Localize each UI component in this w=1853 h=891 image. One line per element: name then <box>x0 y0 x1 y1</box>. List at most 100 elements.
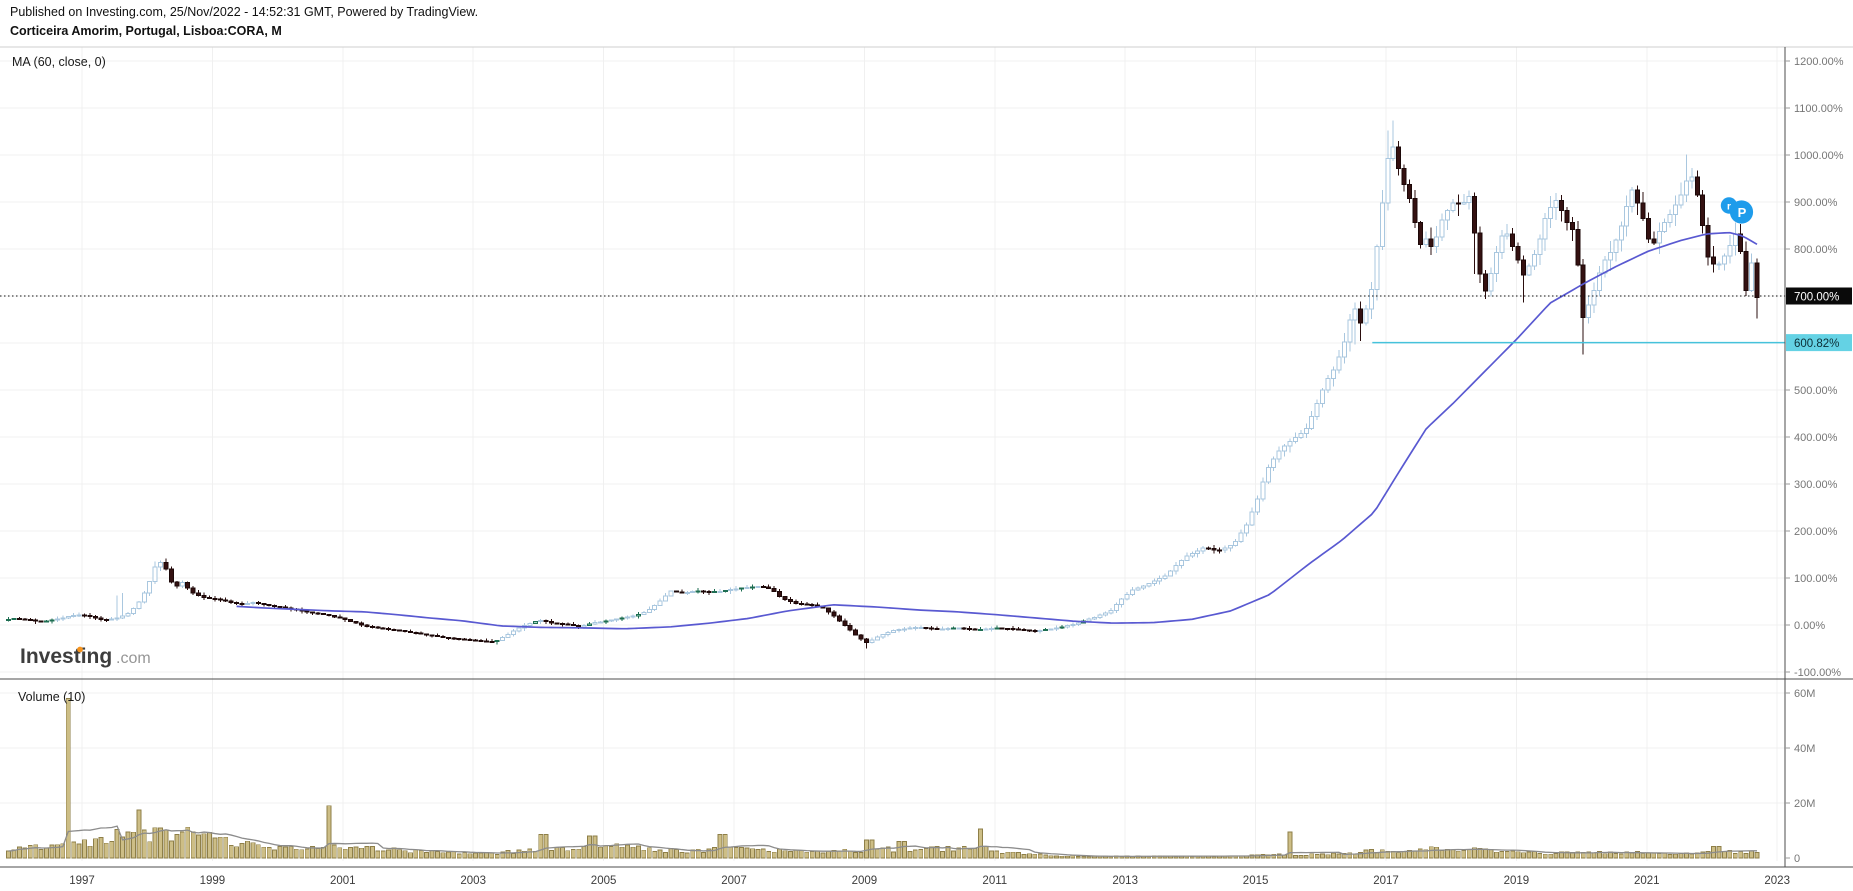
candle-body <box>1124 594 1130 600</box>
candle-body <box>1607 251 1613 261</box>
volume-bar <box>277 846 283 859</box>
volume-bar <box>326 805 332 859</box>
volume-bar <box>223 836 229 859</box>
candle-body <box>972 628 978 631</box>
candle-body <box>1130 589 1136 596</box>
candle-body <box>239 602 245 605</box>
volume-bar <box>429 850 435 859</box>
volume-ma-line <box>8 825 1758 858</box>
volume-bar <box>809 850 815 859</box>
candle-body <box>358 622 364 626</box>
candle-body <box>1092 616 1098 620</box>
volume-bar <box>364 846 370 859</box>
candle-body <box>1157 578 1163 582</box>
candle-body <box>1054 627 1060 630</box>
volume-bar <box>1445 848 1450 859</box>
candle-body <box>1548 206 1554 219</box>
volume-bar <box>1510 850 1516 859</box>
candle-body <box>1564 210 1570 223</box>
volume-bar <box>1401 851 1407 859</box>
candle-body <box>777 591 783 597</box>
candle-body <box>1624 206 1630 227</box>
volume-bar <box>55 844 60 859</box>
volume-tick-label: 0 <box>1794 853 1800 865</box>
candle-body <box>27 618 33 621</box>
candle-body <box>1716 263 1722 266</box>
price-tick-label: 1200.00% <box>1794 56 1844 68</box>
volume-bar <box>733 846 739 859</box>
candle-body <box>1401 167 1407 185</box>
volume-bar <box>1602 853 1608 859</box>
candle-body <box>1466 196 1472 204</box>
volume-bar <box>407 852 413 859</box>
year-label: 2019 <box>1504 875 1530 887</box>
candle-body <box>1629 189 1635 208</box>
candle-body <box>554 622 560 625</box>
price-tick-label: 0.00% <box>1794 620 1825 632</box>
candle-body <box>429 634 435 637</box>
candle-body <box>858 634 864 640</box>
volume-bar <box>1428 846 1434 859</box>
volume-bar <box>1309 853 1315 859</box>
volume-bar <box>179 831 185 859</box>
candle-body <box>375 626 381 629</box>
candle-body <box>1108 609 1114 614</box>
candle-body <box>603 620 609 623</box>
candle-body <box>1048 628 1054 631</box>
volume-bar <box>1379 849 1385 859</box>
candle-body <box>1254 498 1260 513</box>
volume-bar <box>804 851 810 859</box>
volume-bar <box>1553 853 1559 859</box>
candle-body <box>1526 265 1532 276</box>
volume-bar <box>755 849 761 859</box>
candle-body <box>1200 547 1206 552</box>
volume-bar <box>1298 855 1304 859</box>
candle-body <box>1227 545 1233 549</box>
candle-body <box>1591 290 1597 306</box>
volume-bar <box>1488 849 1494 859</box>
volume-bar <box>1656 853 1662 859</box>
candle-body <box>1059 626 1065 629</box>
candle-body <box>1586 304 1592 318</box>
candle-body <box>1559 199 1565 212</box>
candle-body <box>1168 570 1174 577</box>
volume-bar <box>212 837 218 859</box>
volume-bar <box>217 836 223 859</box>
candle-body <box>581 624 587 628</box>
candle-body <box>342 617 348 621</box>
candle-body <box>397 629 402 632</box>
candle-body <box>212 597 218 600</box>
watermark-suffix: .com <box>116 650 151 667</box>
candle-body <box>880 634 886 638</box>
watermark-main: Investing <box>20 645 112 668</box>
volume-bar <box>598 846 603 859</box>
pane-frame <box>0 46 1853 868</box>
volume-bar <box>1450 849 1456 859</box>
candle-body <box>1233 541 1239 547</box>
volume-bar <box>630 846 636 859</box>
price-tick-label: 1000.00% <box>1794 150 1844 162</box>
volume-bar <box>424 852 430 859</box>
candle-body <box>1472 196 1478 234</box>
price-level-lines <box>0 295 1785 344</box>
candle-body <box>891 629 897 633</box>
volume-bar <box>386 849 392 859</box>
candle-body <box>1336 356 1342 371</box>
candle-body <box>11 618 17 621</box>
volume-bar <box>1407 850 1412 859</box>
volume-bar <box>1455 850 1461 859</box>
volume-bar <box>348 847 354 859</box>
candle-body <box>98 617 104 621</box>
candle-body <box>896 629 902 632</box>
candle-body <box>1749 262 1755 292</box>
price-tick-label: 800.00% <box>1794 244 1838 256</box>
candle-body <box>1347 319 1353 343</box>
candle-body <box>934 628 940 631</box>
volume-bar <box>1287 831 1293 859</box>
volume-bar <box>880 847 886 859</box>
volume-bar <box>131 831 136 859</box>
level-label: 600.82% <box>1794 338 1839 350</box>
volume-bar <box>245 840 250 859</box>
volume-bar <box>299 849 305 859</box>
candle-body <box>76 614 82 617</box>
